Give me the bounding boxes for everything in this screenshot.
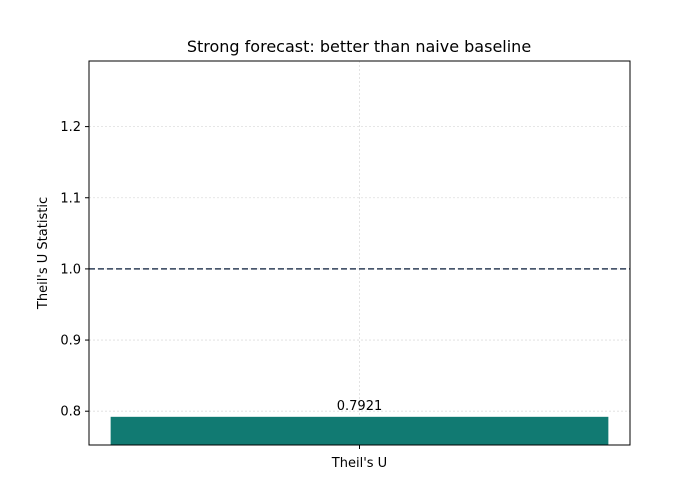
bar: [110, 416, 609, 445]
bars: [110, 416, 609, 445]
chart-title: Strong forecast: better than naive basel…: [187, 37, 531, 56]
grid-lines: [89, 61, 630, 445]
y-tick-label: 1.0: [60, 262, 81, 277]
bar-value-label: 0.7921: [337, 399, 383, 414]
y-tick-label: 1.1: [60, 191, 81, 206]
axes: [85, 60, 631, 449]
y-axis-label: Theil's U Statistic: [36, 197, 51, 310]
y-tick-label: 0.8: [60, 405, 81, 420]
x-tick-label: Theil's U: [331, 456, 387, 471]
y-tick-label: 1.2: [60, 120, 81, 135]
labels: 0.7921 0.8 0.9 1.0 1.1 1.2 Theil's U: [60, 120, 387, 471]
y-tick-label: 0.9: [60, 334, 81, 349]
